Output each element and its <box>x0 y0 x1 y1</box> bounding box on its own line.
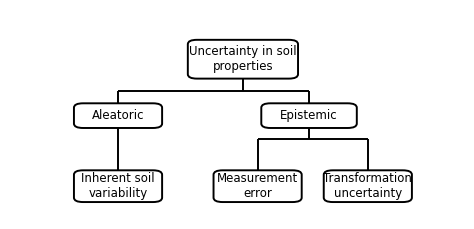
FancyBboxPatch shape <box>74 103 162 128</box>
Text: Transformation
uncertainty: Transformation uncertainty <box>323 172 412 200</box>
Text: Inherent soil
variability: Inherent soil variability <box>81 172 155 200</box>
FancyBboxPatch shape <box>74 170 162 202</box>
FancyBboxPatch shape <box>213 170 301 202</box>
Text: Uncertainty in soil
properties: Uncertainty in soil properties <box>189 45 297 73</box>
Text: Epistemic: Epistemic <box>280 109 338 122</box>
Text: Aleatoric: Aleatoric <box>92 109 144 122</box>
Text: Measurement
error: Measurement error <box>217 172 298 200</box>
FancyBboxPatch shape <box>324 170 412 202</box>
FancyBboxPatch shape <box>261 103 357 128</box>
FancyBboxPatch shape <box>188 40 298 79</box>
